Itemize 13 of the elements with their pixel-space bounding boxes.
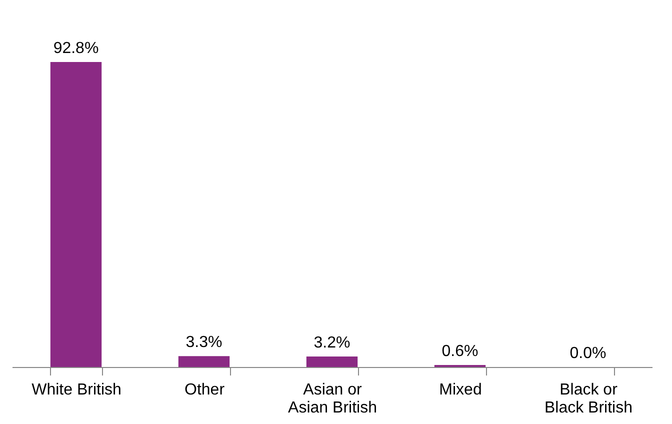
bar	[50, 62, 102, 367]
x-tick-label: Asian or Asian British	[288, 382, 377, 416]
data-label: 3.3%	[186, 334, 222, 352]
data-label: 92.8%	[53, 40, 99, 57]
bar	[306, 356, 358, 367]
data-label: 0.6%	[442, 343, 478, 360]
data-label: 0.0%	[570, 345, 606, 362]
x-tick-label: Mixed	[439, 382, 482, 398]
x-tick-label: White British	[32, 382, 122, 398]
x-tick-label: Black or Black British	[544, 382, 633, 416]
bar	[178, 356, 230, 367]
data-label: 3.2%	[314, 334, 350, 352]
x-tick-label: Other	[184, 382, 226, 398]
